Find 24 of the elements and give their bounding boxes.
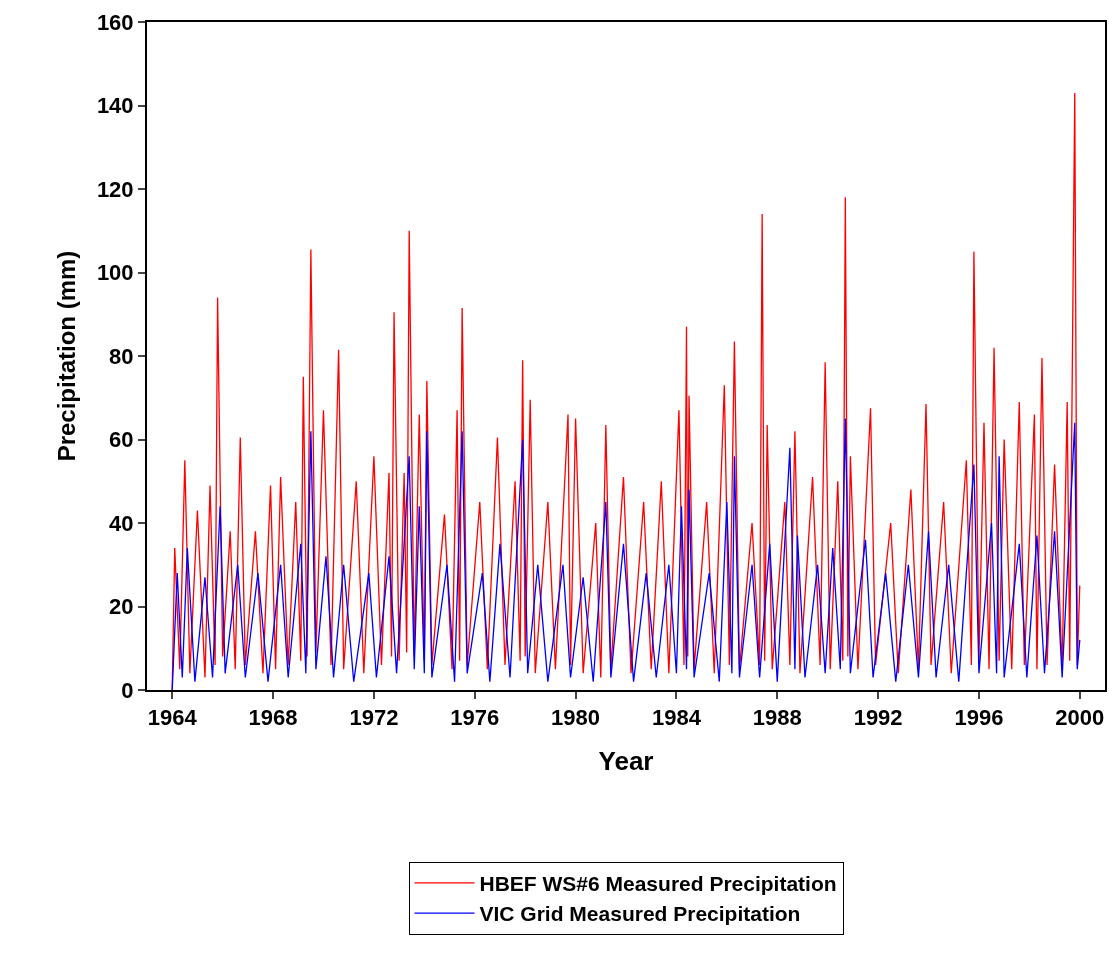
y-tick-label: 20 [109,594,134,620]
y-tick-label: 100 [96,260,134,286]
line-series [171,417,1081,690]
x-tick-label: 1980 [551,705,601,731]
x-tick-label: 1972 [349,705,399,731]
y-tick-label: 0 [121,677,134,703]
y-tick-label: 60 [109,427,134,453]
x-tick-label: 1968 [248,705,298,731]
x-tick-label: 1964 [147,705,198,731]
legend-label: VIC Grid Measured Precipitation [479,902,801,926]
x-tick-label: 1996 [954,705,1004,731]
y-axis-title: Precipitation (mm) [53,250,81,462]
y-tick-label: 140 [96,93,134,119]
y-tick-label: 120 [96,176,134,202]
y-tick-label: 80 [109,343,134,369]
x-tick-label: 1984 [651,705,702,731]
x-tick-label: 2000 [1055,705,1105,731]
y-tick-label: 160 [96,9,134,35]
x-tick-label: 1988 [752,705,802,731]
x-axis-title: Year [598,745,654,776]
x-tick-label: 1976 [450,705,500,731]
legend-label: HBEF WS#6 Measured Precipitation [479,872,837,896]
x-tick-label: 1992 [853,705,903,731]
y-tick-label: 40 [109,510,134,536]
